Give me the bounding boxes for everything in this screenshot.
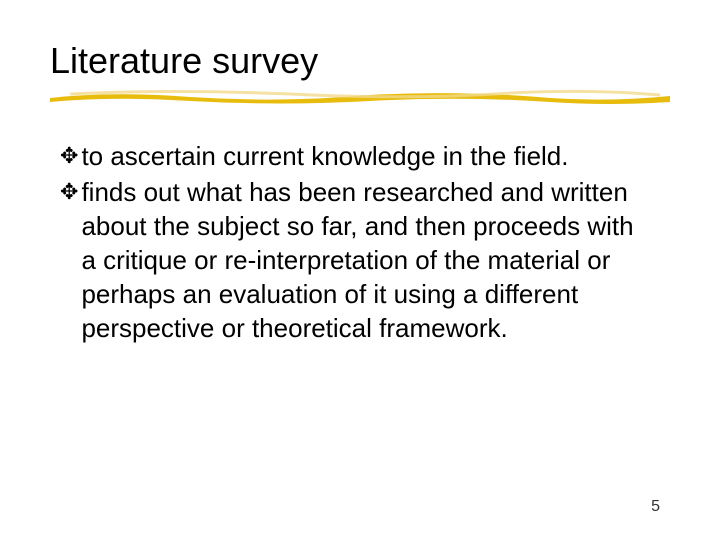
bullet-text: finds out what has been researched and w… [81,175,641,345]
slide-title: Literature survey [50,40,670,82]
bullet-item: ✥ finds out what has been researched and… [60,175,670,345]
bullet-text: to ascertain current knowledge in the fi… [81,139,568,173]
bullet-item: ✥ to ascertain current knowledge in the … [60,139,670,173]
title-underline-stroke [50,88,670,106]
bullet-icon: ✥ [60,175,78,209]
bullet-list: ✥ to ascertain current knowledge in the … [50,139,670,345]
page-number: 5 [651,498,660,516]
bullet-icon: ✥ [60,139,78,173]
slide-container: Literature survey ✥ to ascertain current… [0,0,720,540]
